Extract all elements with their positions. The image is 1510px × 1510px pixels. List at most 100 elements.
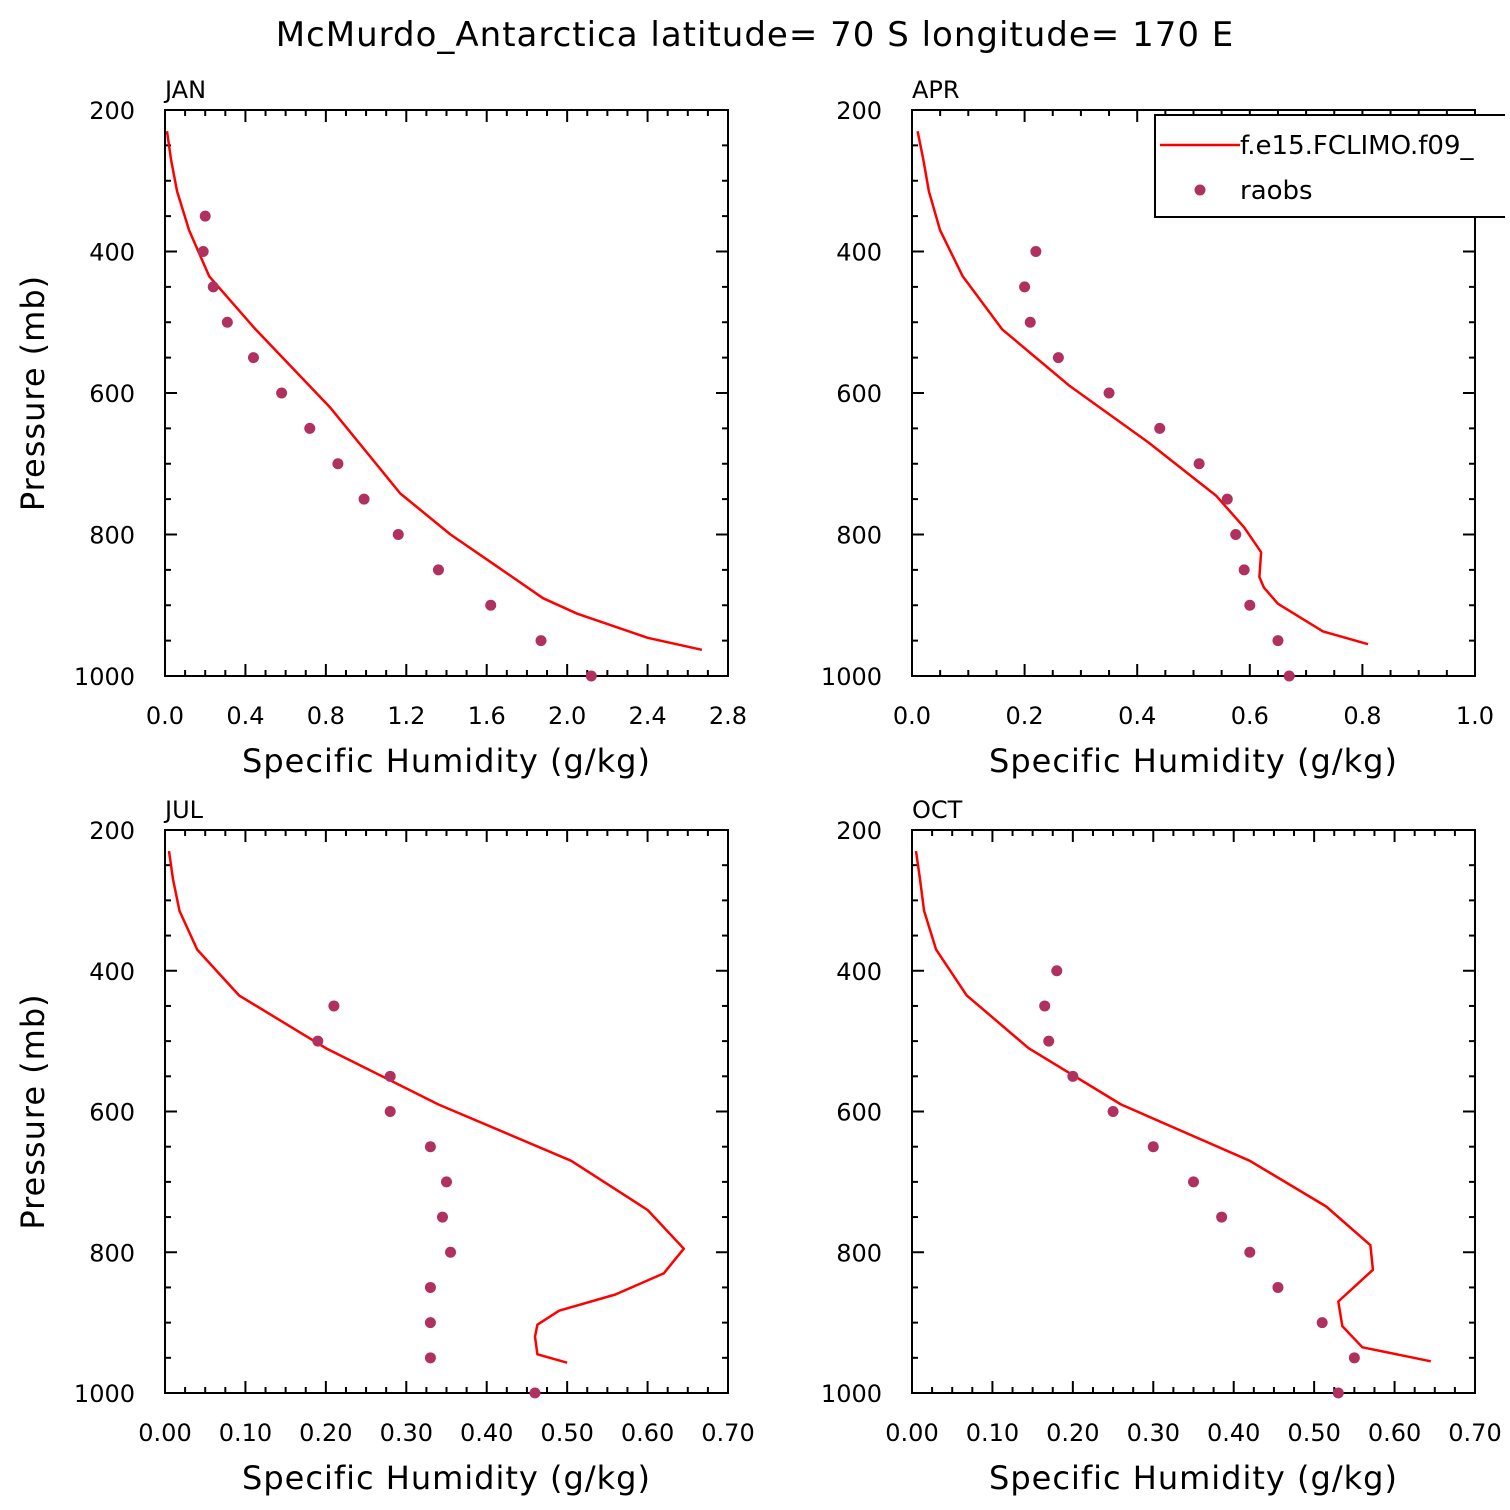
- x-tick-label: 0.4: [226, 702, 264, 730]
- chart-panel-oct: OCT 0.00 0.10 0.20 0.30 0.40 0.50 0.60 0.70 200 40…: [821, 796, 1502, 1497]
- legend-box: [1154, 114, 1505, 218]
- plot-frame: [911, 829, 1476, 1394]
- raobs-point: [445, 1246, 457, 1258]
- panel-label: JAN: [163, 76, 206, 104]
- plot-frame: [164, 109, 729, 677]
- y-tick-label: 800: [89, 1239, 135, 1267]
- y-tick-label: 200: [836, 97, 882, 125]
- raobs-point: [441, 1176, 452, 1188]
- raobs-point: [1188, 1176, 1199, 1188]
- x-tick-label: 0.30: [1127, 1419, 1180, 1447]
- raobs-point: [529, 1387, 541, 1399]
- raobs-point: [1107, 1106, 1119, 1117]
- raobs-point: [197, 246, 209, 257]
- raobs-point: [384, 1070, 396, 1082]
- raobs-point: [436, 1211, 448, 1223]
- raobs-point: [384, 1106, 396, 1117]
- raobs-point: [1348, 1352, 1360, 1364]
- plot-frame: [164, 829, 729, 1394]
- y-tick-label: 600: [89, 1099, 135, 1127]
- legend-label-model: f.e15.FCLIMO.f09_: [1240, 131, 1474, 161]
- panel-label: JUL: [163, 796, 204, 824]
- raobs-point: [485, 599, 497, 611]
- x-tick-label: 1.2: [387, 702, 425, 730]
- raobs-point: [1067, 1070, 1079, 1082]
- legend-label-raobs: raobs: [1240, 176, 1313, 206]
- raobs-point: [392, 529, 404, 540]
- raobs-point: [1019, 281, 1031, 293]
- raobs-point: [1316, 1317, 1328, 1329]
- raobs-point: [1272, 635, 1284, 647]
- raobs-point: [424, 1141, 436, 1153]
- y-tick-label: 800: [89, 522, 135, 550]
- x-tick-label: 0.60: [621, 1419, 674, 1447]
- x-tick-label: 0.60: [1368, 1419, 1421, 1447]
- y-tick-label: 200: [836, 817, 882, 845]
- y-tick-label: 800: [836, 1239, 882, 1267]
- chart-panel-apr: APR 0.0 0.2 0.4 0.6 0.8 1.0 200 400 600 800 1000 Spe…: [821, 76, 1494, 780]
- chart-panel-jul: JUL 0.00 0.10 0.20 0.30 0.40 0.50 0.60 0.70 200 40…: [14, 796, 755, 1497]
- raobs-point: [1221, 493, 1233, 505]
- raobs-point: [424, 1352, 436, 1364]
- raobs-point: [304, 422, 316, 434]
- raobs-point: [247, 352, 259, 364]
- x-tick-label: 1.0: [1456, 702, 1494, 730]
- x-tick-label: 0.6: [1231, 702, 1269, 730]
- x-tick-label: 0.0: [146, 702, 184, 730]
- raobs-point: [1272, 1281, 1284, 1293]
- x-axis-title: Specific Humidity (g/kg): [242, 742, 651, 780]
- y-tick-label: 1000: [821, 1380, 882, 1408]
- y-tick-label: 800: [836, 522, 882, 550]
- panel-label: OCT: [912, 796, 963, 824]
- raobs-point: [585, 670, 597, 682]
- x-tick-label: 0.50: [540, 1419, 593, 1447]
- raobs-point: [1216, 1211, 1228, 1223]
- y-tick-label: 400: [836, 239, 882, 267]
- figure-title: McMurdo_Antarctica latitude= 70 S longit…: [276, 15, 1235, 55]
- raobs-point: [1244, 1246, 1256, 1258]
- legend: f.e15.FCLIMO.f09_raobs: [1154, 114, 1505, 218]
- x-tick-label: 0.30: [380, 1419, 433, 1447]
- x-tick-label: 1.6: [468, 702, 506, 730]
- raobs-point: [1030, 246, 1042, 257]
- y-tick-label: 1000: [74, 1380, 135, 1408]
- y-tick-label: 400: [836, 958, 882, 986]
- y-tick-label: 200: [89, 817, 135, 845]
- raobs-point: [221, 316, 233, 328]
- raobs-point: [1244, 599, 1256, 611]
- x-tick-label: 0.4: [1118, 702, 1156, 730]
- x-tick-label: 0.40: [1207, 1419, 1260, 1447]
- x-tick-label: 0.10: [219, 1419, 272, 1447]
- raobs-point: [1043, 1035, 1055, 1047]
- raobs-point: [1154, 422, 1166, 434]
- x-tick-label: 2.8: [709, 702, 747, 730]
- x-tick-label: 2.4: [628, 702, 666, 730]
- raobs-point: [1052, 352, 1064, 364]
- x-tick-label: 0.0: [893, 702, 931, 730]
- y-axis-title: Pressure (mb): [14, 275, 52, 511]
- raobs-point: [1193, 458, 1205, 470]
- y-tick-label: 1000: [74, 663, 135, 691]
- raobs-point: [276, 387, 288, 399]
- x-tick-label: 0.70: [1448, 1419, 1501, 1447]
- x-tick-label: 0.40: [460, 1419, 513, 1447]
- x-tick-label: 0.20: [299, 1419, 352, 1447]
- panel-label: APR: [912, 76, 960, 104]
- x-axis-title: Specific Humidity (g/kg): [242, 1459, 651, 1497]
- legend-marker-swatch: [1194, 184, 1206, 196]
- x-tick-label: 0.20: [1046, 1419, 1099, 1447]
- x-tick-label: 0.8: [307, 702, 345, 730]
- model-series-line: [167, 850, 686, 1364]
- raobs-point: [312, 1035, 324, 1047]
- y-tick-label: 400: [89, 958, 135, 986]
- raobs-point: [199, 210, 211, 222]
- y-tick-label: 400: [89, 239, 135, 267]
- raobs-point: [432, 564, 444, 576]
- x-tick-label: 0.00: [885, 1419, 938, 1447]
- raobs-point: [358, 493, 370, 505]
- y-tick-label: 200: [89, 97, 135, 125]
- y-tick-label: 600: [89, 380, 135, 408]
- raobs-point: [1024, 316, 1036, 328]
- x-tick-label: 0.10: [966, 1419, 1019, 1447]
